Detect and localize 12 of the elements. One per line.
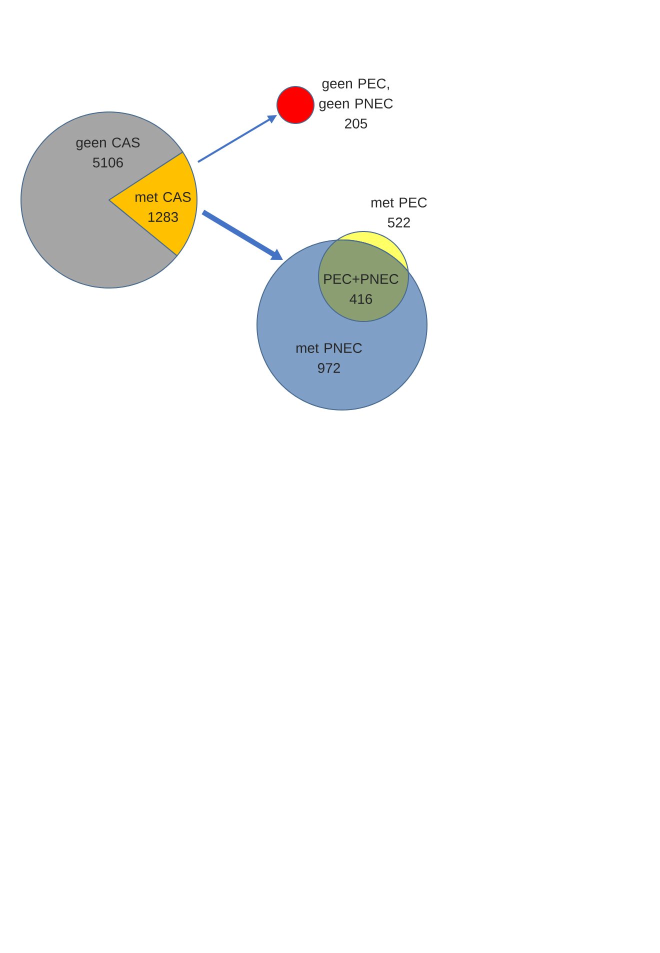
- slice-label: geen CAS: [76, 138, 140, 150]
- data-label: 972: [318, 363, 340, 373]
- category-label: met PEC: [372, 198, 427, 208]
- data-label: 205: [345, 118, 368, 128]
- data-label: 522: [388, 218, 410, 228]
- category-label: PEC+PNEC: [324, 274, 398, 284]
- data-label: 1283: [148, 212, 178, 222]
- data-label: 5106: [92, 158, 123, 168]
- data-label: 416: [350, 294, 372, 304]
- category-label: geen PEC, geen PNEC: [319, 78, 393, 112]
- slice-label: met CAS: [136, 192, 191, 202]
- category-label: met PNEC: [296, 343, 362, 353]
